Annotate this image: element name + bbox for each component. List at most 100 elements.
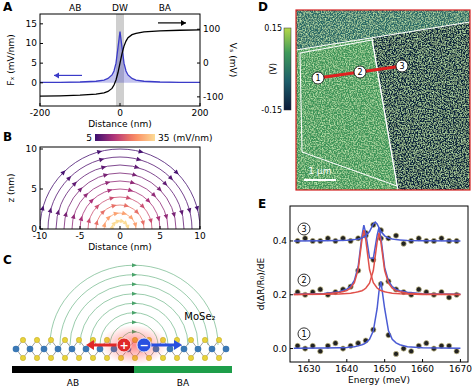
plot-frame (40, 147, 200, 229)
cut-point-label: 1 (315, 74, 320, 83)
y2-tick-label: 0 (203, 58, 209, 68)
field-arrow (125, 224, 129, 229)
cut-point-label: 2 (357, 68, 362, 77)
mo-atom (41, 346, 48, 353)
x-tick-label: 5 (157, 231, 163, 241)
field-line (64, 173, 176, 229)
figure: ABCDE-2000200051015Distance (nm)Fₓ (mV/n… (0, 0, 474, 391)
y2-tick (197, 96, 200, 97)
se-atom (20, 337, 25, 342)
x-tick-label: 0 (117, 231, 123, 241)
x-axis-label: Energy (meV) (348, 375, 410, 385)
charge-sign: + (119, 339, 128, 352)
region-label: AB (69, 3, 81, 13)
field-arrow (195, 206, 199, 211)
map-region (372, 22, 470, 190)
x-tick (422, 359, 423, 362)
mo-atom (195, 346, 202, 353)
y2-tick-label: -100 (203, 92, 224, 102)
panel-label: C (3, 253, 12, 267)
field-arrow-sketch (132, 292, 137, 296)
fit-line (294, 281, 461, 348)
field-line (48, 157, 192, 229)
field-arrow (40, 205, 44, 210)
x-tick (160, 226, 161, 229)
data-point (401, 241, 406, 246)
se-atom (216, 337, 221, 342)
field-arrow (179, 210, 183, 215)
y-tick-label: 0.4 (273, 236, 288, 246)
spectrum-marker (298, 328, 310, 340)
series-line (40, 30, 200, 96)
field-arrow (86, 218, 90, 223)
y-axis-label: d(ΔR/R₀)/dE (256, 257, 266, 310)
data-point (446, 295, 451, 300)
series-line (40, 32, 200, 83)
dipole-arrow-head (174, 340, 182, 350)
field-arrow (97, 150, 102, 154)
data-point (303, 236, 308, 241)
mo-atom (209, 346, 216, 353)
field-arrow-sketch (132, 263, 137, 267)
mo-atom (223, 346, 230, 353)
cut-point (354, 66, 366, 78)
y2-tick (197, 29, 200, 30)
x-tick (120, 103, 121, 106)
field-arrow (128, 215, 133, 220)
y-tick (40, 63, 43, 64)
field-arrow-sketch (132, 301, 137, 305)
field-arrow (168, 175, 173, 180)
ba-bar (134, 366, 232, 373)
charge-sign: − (139, 339, 148, 352)
panel-label: A (3, 0, 13, 14)
y-tick-label: 10 (26, 38, 38, 48)
map-background (296, 10, 470, 190)
field-arrow (136, 157, 141, 161)
x-tick (200, 226, 201, 229)
field-arrow (164, 214, 168, 219)
field-arrow (71, 214, 75, 219)
x-tick (40, 103, 41, 106)
field-arrow (134, 209, 139, 214)
field-arrow (138, 149, 143, 153)
fit-line (294, 225, 461, 294)
se-atom (76, 355, 81, 360)
data-point (454, 349, 459, 354)
field-arrow (133, 222, 137, 227)
field-arrow (171, 212, 175, 217)
mo-atom (181, 346, 188, 353)
spectrum-marker (298, 223, 310, 235)
x-tick-label: 0 (117, 108, 123, 118)
stacking-label: AB (67, 378, 79, 388)
plot-frame (290, 206, 468, 362)
field-arrow (105, 181, 110, 185)
y-tick-label: 0 (31, 224, 37, 234)
potential-map (296, 10, 470, 190)
y-tick (40, 23, 43, 24)
y-axis-label: z (nm) (6, 173, 16, 202)
plot-area (294, 222, 461, 356)
se-atom (90, 355, 95, 360)
colorbar (95, 134, 155, 141)
x-tick (120, 226, 121, 229)
se-atom (76, 337, 81, 342)
field-arrow (148, 218, 152, 223)
x-tick-label: 1670 (449, 364, 472, 374)
field-arrow (100, 210, 105, 215)
field-arrow (187, 208, 191, 213)
field-arrow-sketch (132, 311, 137, 315)
x-tick-label: 1630 (297, 364, 320, 374)
domain-outline (372, 38, 398, 190)
field-arrow (174, 169, 179, 174)
data-point (424, 341, 429, 346)
plot-area (40, 14, 200, 106)
se-atom (20, 355, 25, 360)
field-line (56, 165, 184, 229)
field-arrow (113, 212, 118, 216)
colorbar-tick-label: -0.15 (261, 106, 282, 115)
data-point (393, 351, 398, 356)
dipole-arrow (148, 344, 176, 347)
x-tick (308, 359, 309, 362)
material-label: MoSe₂ (184, 311, 215, 322)
fit-line (294, 233, 461, 295)
